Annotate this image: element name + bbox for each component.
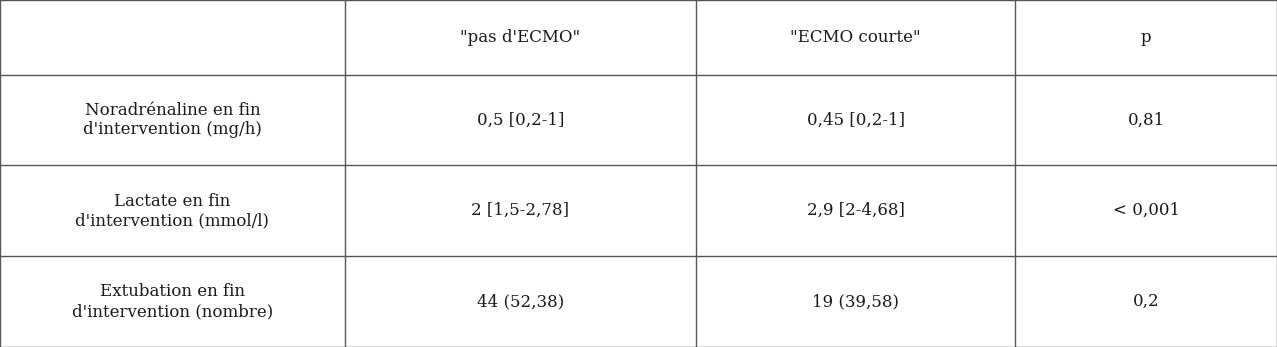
Text: "ECMO courte": "ECMO courte": [790, 29, 921, 46]
Text: 0,2: 0,2: [1133, 293, 1160, 310]
Text: "pas d'ECMO": "pas d'ECMO": [460, 29, 581, 46]
Text: 2 [1,5-2,78]: 2 [1,5-2,78]: [471, 202, 570, 219]
Text: Extubation en fin
d'intervention (nombre): Extubation en fin d'intervention (nombre…: [72, 283, 273, 320]
Text: Noradrénaline en fin
d'intervention (mg/h): Noradrénaline en fin d'intervention (mg/…: [83, 102, 262, 138]
Text: 0,5 [0,2-1]: 0,5 [0,2-1]: [476, 111, 564, 128]
Text: 0,81: 0,81: [1128, 111, 1165, 128]
Text: p: p: [1140, 29, 1152, 46]
Text: 2,9 [2-4,68]: 2,9 [2-4,68]: [807, 202, 904, 219]
Text: Lactate en fin
d'intervention (mmol/l): Lactate en fin d'intervention (mmol/l): [75, 193, 269, 229]
Text: 44 (52,38): 44 (52,38): [476, 293, 564, 310]
Text: 19 (39,58): 19 (39,58): [812, 293, 899, 310]
Text: < 0,001: < 0,001: [1112, 202, 1180, 219]
Text: 0,45 [0,2-1]: 0,45 [0,2-1]: [807, 111, 904, 128]
